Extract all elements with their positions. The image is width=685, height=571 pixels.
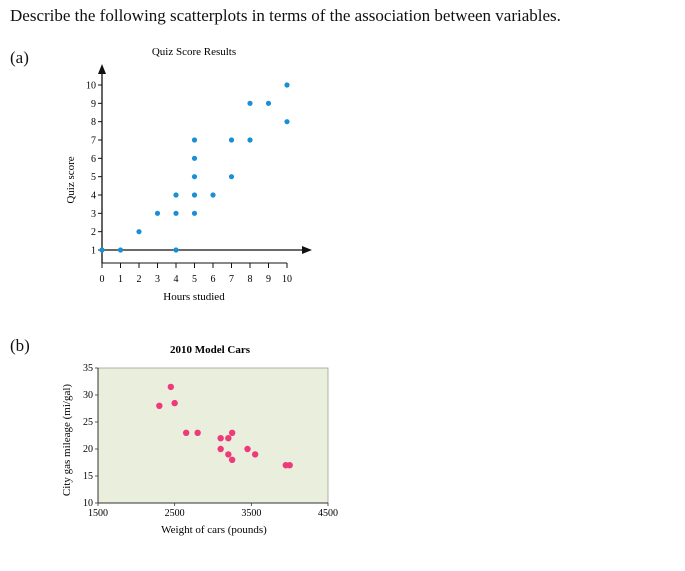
y-tick-label: 9 [91,99,96,110]
data-point [191,174,198,180]
x-axis-label: Weight of cars (pounds) [161,524,267,536]
data-point [217,435,224,442]
chart-title: 2010 Model Cars [170,344,251,356]
y-tick-label: 1 [91,246,96,257]
data-point [154,210,161,216]
data-point [228,137,235,143]
chart-title: Quiz Score Results [152,46,236,58]
x-tick-label: 1500 [88,508,108,519]
x-tick-label: 3 [155,274,160,285]
data-point [136,229,142,235]
data-point [225,435,232,442]
y-tick-label: 25 [83,417,93,428]
x-tick-label: 3500 [241,508,261,519]
data-point [228,429,236,436]
data-point [265,100,272,106]
x-tick-label: 2 [137,274,142,285]
data-point [225,451,232,458]
data-point [173,192,179,198]
y-tick-label: 15 [83,471,93,482]
y-tick-label: 35 [83,363,93,374]
x-axis-label: Hours studied [163,291,225,303]
data-point [117,247,124,253]
question-text: Describe the following scatterplots in t… [10,6,561,25]
data-point [247,100,253,106]
plot-area [97,367,329,504]
y-tick-label: 10 [86,81,96,92]
x-tick-label: 6 [211,274,216,285]
data-point [173,210,179,216]
y-tick-label: 8 [91,117,96,128]
part-b-label: (b) [10,336,30,355]
x-tick-label: 8 [248,274,253,285]
data-point [210,192,216,198]
x-tick-label: 5 [192,274,197,285]
x-tick-label: 2500 [165,508,185,519]
data-point [191,192,198,198]
y-axis-label: Quiz score [65,156,77,203]
x-tick-label: 1 [118,274,123,285]
data-point [173,247,179,253]
data-point [171,399,178,407]
y-tick-label: 10 [83,498,93,509]
data-point [244,445,251,453]
x-tick-label: 10 [282,274,292,285]
data-point [182,429,190,436]
data-point [251,451,259,458]
data-point [247,137,253,143]
x-tick-label: 4500 [318,508,338,519]
data-point [286,462,293,469]
data-point [284,82,290,88]
data-point [228,174,235,180]
y-tick-label: 20 [83,444,93,455]
data-point [194,429,201,436]
y-tick-label: 4 [91,191,96,202]
x-tick-label: 0 [100,274,105,285]
y-tick-label: 7 [91,136,96,147]
y-tick-label: 2 [91,227,96,238]
data-point [191,210,198,216]
data-point [284,119,290,125]
x-tick-label: 4 [174,274,179,285]
data-point [167,383,175,391]
x-tick-label: 9 [266,274,271,285]
data-point [99,247,105,253]
data-point [156,402,163,409]
y-tick-label: 5 [91,172,96,183]
y-tick-label: 6 [91,154,96,165]
data-point [228,456,236,463]
data-point [191,137,198,143]
x-tick-label: 7 [229,274,234,285]
y-tick-label: 30 [83,390,93,401]
part-a-label: (a) [10,48,29,67]
y-axis-arrow [98,64,106,74]
x-axis-arrow [302,246,312,254]
data-point [217,445,224,453]
y-tick-label: 3 [91,209,96,220]
data-point [191,155,198,161]
y-axis-label: City gas mileage (mi/gal) [61,384,73,496]
